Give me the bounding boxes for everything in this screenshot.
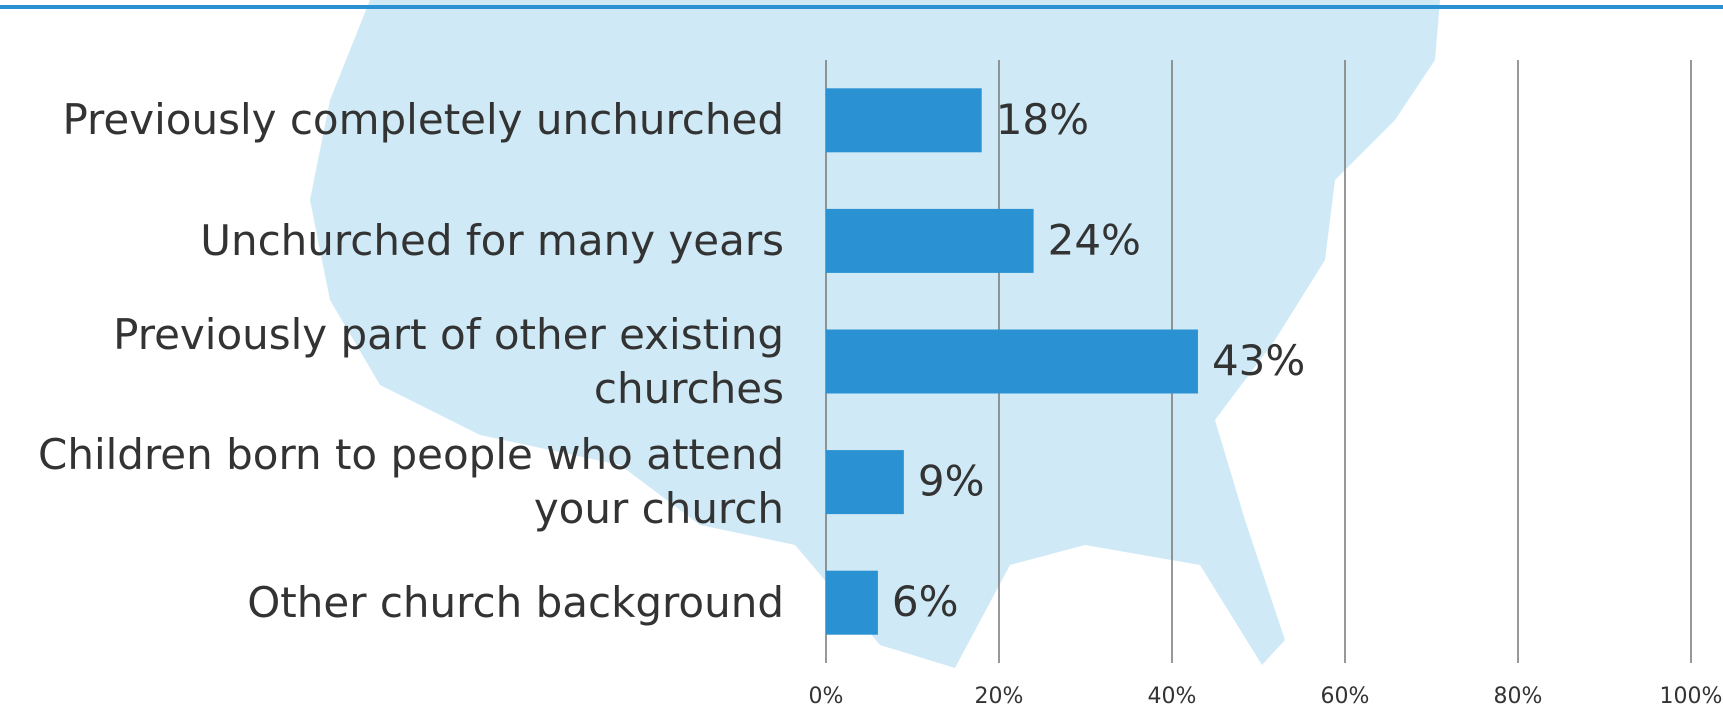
x-tick-label: 60% <box>1321 684 1370 709</box>
x-tick-label: 0% <box>809 684 844 709</box>
x-tick-label: 20% <box>975 684 1024 709</box>
x-tick-label: 100% <box>1660 684 1723 709</box>
value-label: 24% <box>1048 215 1141 264</box>
category-label: Previously completely unchurched <box>62 95 784 145</box>
value-label: 9% <box>918 457 985 506</box>
bar <box>826 88 982 153</box>
value-label: 43% <box>1212 336 1305 385</box>
bar <box>826 208 1034 273</box>
value-label: 18% <box>996 95 1089 144</box>
x-tick-label: 40% <box>1148 684 1197 709</box>
value-label: 6% <box>892 577 959 626</box>
bar <box>826 329 1198 394</box>
category-label: Children born to people who attend your … <box>38 430 784 534</box>
bar <box>826 450 904 515</box>
category-label: Other church background <box>247 577 784 627</box>
x-tick-label: 80% <box>1494 684 1543 709</box>
category-label: Previously part of other existing church… <box>113 309 784 413</box>
category-label: Unchurched for many years <box>200 215 784 265</box>
bar <box>826 570 878 635</box>
